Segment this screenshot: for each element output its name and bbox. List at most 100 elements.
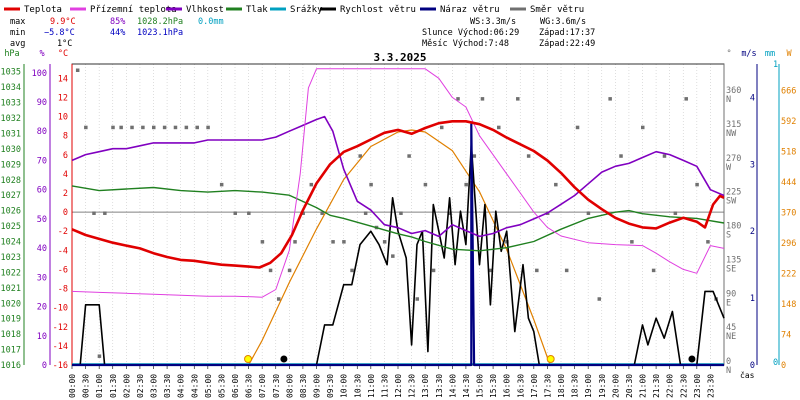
pressure-tick-label: 1031 (1, 129, 21, 139)
direction-tick-name: N (726, 95, 731, 105)
pressure-tick-label: 1017 (1, 346, 21, 356)
wind-direction-point (415, 297, 420, 301)
temperature-tick-label: 4 (63, 170, 68, 180)
chart-grid (71, 63, 725, 366)
moonset-marker (688, 355, 696, 363)
temperature-tick-label: 12 (58, 93, 68, 103)
time-tick-label: 21:00 (639, 374, 648, 398)
direction-tick-degrees: 315 (726, 120, 741, 130)
direction-tick-degrees: 90 (726, 289, 736, 299)
wind-direction-point (331, 240, 335, 244)
wind-direction-point (268, 268, 273, 273)
wind-gust-line (72, 123, 724, 367)
direction-tick-degrees: 135 (726, 255, 741, 265)
wind-direction-point (233, 211, 237, 215)
chart-axes: 1016101710181019102010211022102310241025… (1, 60, 797, 398)
wind-direction-point (399, 211, 403, 215)
pressure-tick-label: 1035 (1, 68, 21, 78)
direction-tick-name: W (726, 163, 732, 173)
humidity-tick-label: 70 (37, 156, 47, 166)
axis-unit-wind: m/s (741, 49, 756, 59)
chart-markers (244, 355, 696, 363)
sunrise-marker (244, 355, 253, 363)
temperature-tick-label: 8 (63, 132, 68, 142)
wind-direction-point (75, 68, 80, 72)
stats-max-pressure: 1028.2hPa (137, 17, 183, 27)
temperature-tick-label: 2 (63, 189, 68, 199)
pressure-tick-label: 1018 (1, 330, 21, 340)
time-tick-label: 05:00 (204, 374, 213, 398)
legend-item-label: Přízemní teplota (90, 5, 177, 15)
rain-tick-label: 1 (773, 60, 778, 70)
wind-direction-point (586, 211, 591, 215)
direction-tick-degrees: 180 (726, 222, 741, 232)
temperature-tick-label: -16 (53, 361, 68, 371)
time-tick-label: 06:30 (245, 374, 254, 398)
chart-series (71, 68, 725, 367)
solar-tick-label: 296 (781, 239, 796, 249)
wind-direction-point (152, 125, 156, 130)
wind-direction-point (276, 297, 281, 301)
humidity-tick-label: 90 (37, 98, 47, 108)
time-tick-label: 05:30 (217, 374, 226, 398)
direction-tick-degrees: 0 (726, 357, 731, 367)
wind-direction-point (431, 268, 436, 273)
legend-item-label: Tlak (246, 5, 268, 15)
time-tick-label: 10:00 (340, 374, 349, 398)
axis-unit-rain: mm (765, 49, 775, 59)
time-tick-label: 01:00 (95, 374, 104, 398)
wind-tick-label: 4 (750, 93, 755, 103)
wind-direction-point (173, 125, 178, 130)
wind-direction-point (363, 211, 368, 215)
wind-direction-point (439, 125, 444, 130)
stats-max-rain: 0.0mm (198, 17, 224, 27)
pressure-tick-label: 1022 (1, 268, 21, 278)
stats-min-humidity: 44% (110, 28, 125, 38)
pressure-line (71, 185, 725, 252)
humidity-tick-label: 30 (37, 273, 47, 283)
chart-legend: Teplota Přízemní teplota Vlhkost Tlak Srážky… (4, 5, 584, 15)
pressure-tick-label: 1021 (1, 284, 21, 294)
time-tick-label: 06:00 (231, 374, 240, 398)
wind-direction-point (706, 240, 710, 244)
time-tick-label: 21:30 (652, 374, 661, 398)
temperature-line (71, 120, 725, 269)
wind-speed-line (72, 143, 725, 366)
pressure-tick-label: 1030 (1, 145, 21, 155)
pressure-tick-label: 1020 (1, 299, 21, 309)
wind-direction-point (554, 182, 558, 187)
moonrise-marker (280, 355, 288, 363)
time-tick-label: 09:00 (313, 374, 322, 398)
pressure-tick-label: 1016 (1, 361, 21, 371)
wind-direction-point (301, 211, 305, 215)
legend-item-label: Vlhkost (186, 5, 224, 15)
rain-tick-label: 0 (773, 358, 778, 368)
direction-tick-name: E (726, 298, 731, 308)
temperature-tick-label: 6 (63, 151, 68, 161)
direction-tick-degrees: 360 (726, 86, 741, 96)
direction-tick-name: SW (726, 197, 737, 207)
solar-tick-label: 370 (781, 208, 796, 218)
pressure-tick-label: 1027 (1, 191, 21, 201)
stats-moonset: Západ:22:49 (539, 39, 595, 49)
time-tick-label: 19:30 (598, 374, 607, 398)
time-tick-label: 11:00 (367, 374, 376, 398)
time-tick-label: 18:30 (571, 374, 580, 398)
wind-direction-point (608, 97, 612, 101)
wind-direction-point (662, 154, 667, 158)
pressure-tick-label: 1034 (1, 83, 21, 93)
wind-direction-point (651, 268, 656, 273)
wind-direction-point (597, 297, 602, 301)
time-tick-label: 10:30 (353, 374, 362, 398)
temperature-tick-label: -10 (53, 304, 68, 314)
time-tick-label: 07:30 (272, 374, 281, 398)
wind-direction-point (320, 211, 324, 215)
solar-tick-label: 592 (781, 117, 796, 127)
time-tick-label: 00:30 (82, 374, 91, 398)
humidity-tick-label: 40 (37, 244, 47, 254)
direction-tick-degrees: 45 (726, 323, 736, 333)
pressure-tick-label: 1033 (1, 99, 21, 109)
wind-direction-point (516, 97, 520, 101)
wind-direction-point (695, 182, 699, 187)
